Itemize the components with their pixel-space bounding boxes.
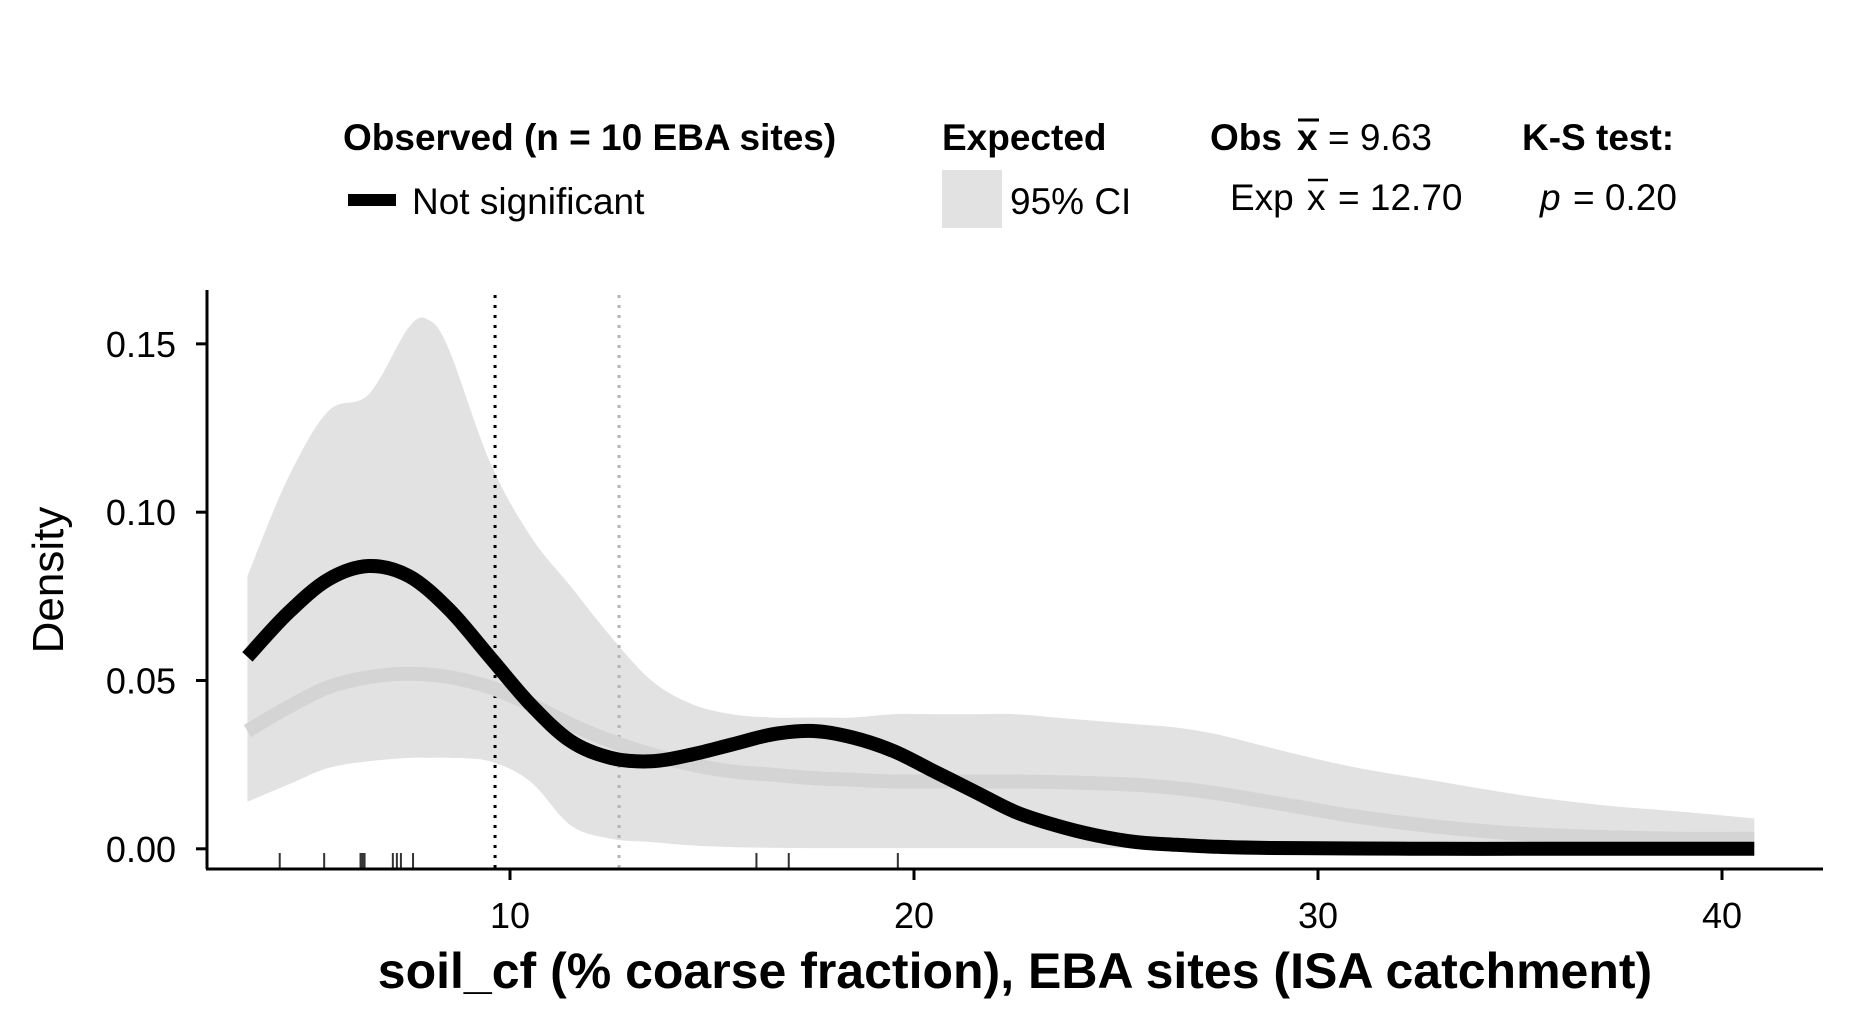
- rug-layer: [278, 853, 899, 869]
- legend-observed-key: [348, 194, 396, 206]
- y-tick-label-1: 0.05: [106, 660, 176, 701]
- exp-mean-symbol: x: [1307, 177, 1328, 218]
- exp-mean-x: x: [1307, 177, 1326, 218]
- x-tick-label-1: 20: [894, 895, 934, 936]
- series-line-expected: [243, 666, 1755, 846]
- legend-ks-p-label: p: [1539, 177, 1561, 218]
- obs-mean-symbol: x: [1297, 117, 1319, 158]
- x-axis-label: soil_cf (% coarse fraction), EBA sites (…: [378, 943, 1652, 999]
- ci-band-layer: [247, 317, 1755, 849]
- legend-ks-p-value: = 0.20: [1573, 177, 1677, 218]
- legend-expected-title: Expected: [942, 117, 1107, 158]
- ci-band-area: [247, 317, 1755, 849]
- legend-ks-title: K-S test:: [1522, 117, 1674, 158]
- obs-mean-x: x: [1297, 117, 1318, 158]
- y-tick-label-3: 0.15: [106, 324, 176, 365]
- legend-exp-mean-value: = 12.70: [1338, 177, 1462, 218]
- series-layer: [242, 558, 1755, 856]
- legend-exp-mean-label: Exp: [1230, 177, 1294, 218]
- x-tick-label-2: 30: [1298, 895, 1338, 936]
- legend-expected-item: 95% CI: [1010, 181, 1131, 222]
- legend: Observed (n = 10 EBA sites) Not signific…: [343, 117, 1677, 228]
- y-tick-label-0: 0.00: [106, 829, 176, 870]
- y-axis-label: Density: [24, 507, 73, 654]
- y-tick-label-2: 0.10: [106, 492, 176, 533]
- legend-obs-mean-label: Obs: [1210, 117, 1282, 158]
- legend-observed-item: Not significant: [412, 181, 645, 222]
- axes: 0.00 0.05 0.10 0.15 10 20 30 40: [106, 290, 1823, 936]
- legend-observed-title: Observed (n = 10 EBA sites): [343, 117, 836, 158]
- legend-obs-mean-value: = 9.63: [1328, 117, 1432, 158]
- x-tick-label-3: 40: [1702, 895, 1742, 936]
- series-line-observed: [242, 558, 1755, 856]
- legend-ci-key: [942, 170, 1002, 228]
- x-ticks: 10 20 30 40: [490, 869, 1742, 936]
- x-tick-label-0: 10: [490, 895, 530, 936]
- y-ticks: 0.00 0.05 0.10 0.15: [106, 324, 207, 870]
